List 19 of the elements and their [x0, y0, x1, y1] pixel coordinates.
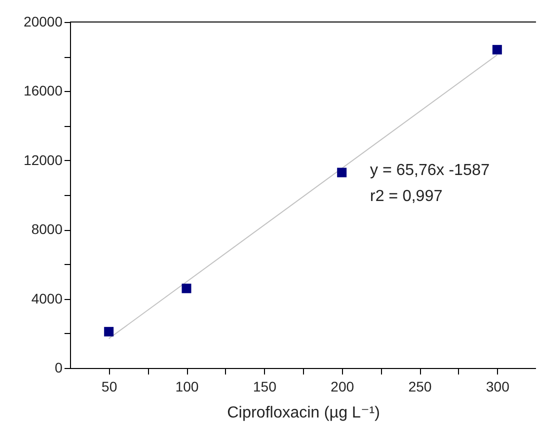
x-tick-label: 100 — [175, 378, 199, 394]
point — [182, 284, 192, 294]
y-tick-label: 8000 — [31, 221, 63, 238]
y-tick-label: 20000 — [24, 14, 63, 30]
x-tick-label: 150 — [252, 378, 277, 394]
point — [104, 326, 114, 336]
y-tick-label: 4000 — [31, 290, 63, 306]
x-tick-label: 50 — [102, 378, 118, 394]
annotation: y = 65,76x -1587 — [370, 162, 490, 179]
y-tick-label: 16000 — [24, 82, 63, 99]
point — [337, 168, 347, 178]
x-axis-title: Ciprofloxacin (µg L⁻¹) — [227, 404, 380, 422]
point — [492, 44, 502, 54]
x-tick-label: 200 — [330, 378, 354, 394]
x-tick-label: 250 — [408, 378, 432, 394]
y-tick-label: 12000 — [24, 152, 63, 168]
annotation: r2 = 0,997 — [370, 188, 443, 205]
x-tick-label: 300 — [486, 378, 510, 394]
y-tick-label: 0 — [54, 360, 63, 376]
